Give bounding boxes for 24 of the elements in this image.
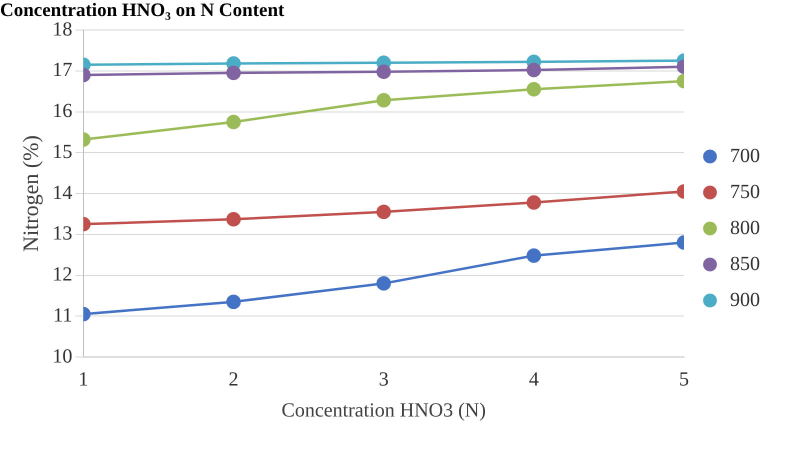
x-tick-label: 1 [78,368,88,390]
y-tick-label: 16 [52,100,72,122]
y-tick-label: 10 [52,345,72,368]
point [376,204,391,220]
x-tick-label: 5 [679,368,689,390]
y-tick-label: 11 [53,304,72,326]
legend-label: 700 [730,144,760,167]
legend-label: 800 [730,216,760,239]
x-axis-title: Concentration HNO3 (N) [281,399,486,422]
y-axis-title: Nitrogen (%) [18,135,43,252]
legend-label: 750 [730,180,760,203]
legend-label: 900 [730,288,760,311]
x-tick-label: 4 [528,368,539,390]
y-tick-label: 12 [52,264,72,286]
y-tick-label: 14 [52,182,72,204]
legend-label: 850 [730,252,760,275]
point [376,93,391,108]
y-tick-label: 15 [52,140,72,163]
point [376,64,391,79]
x-tick-label: 2 [228,368,239,390]
y-tick-label: 13 [52,222,72,245]
x-tick-label: 3 [378,368,389,390]
y-tick-label: 17 [52,59,72,82]
point [376,276,391,291]
